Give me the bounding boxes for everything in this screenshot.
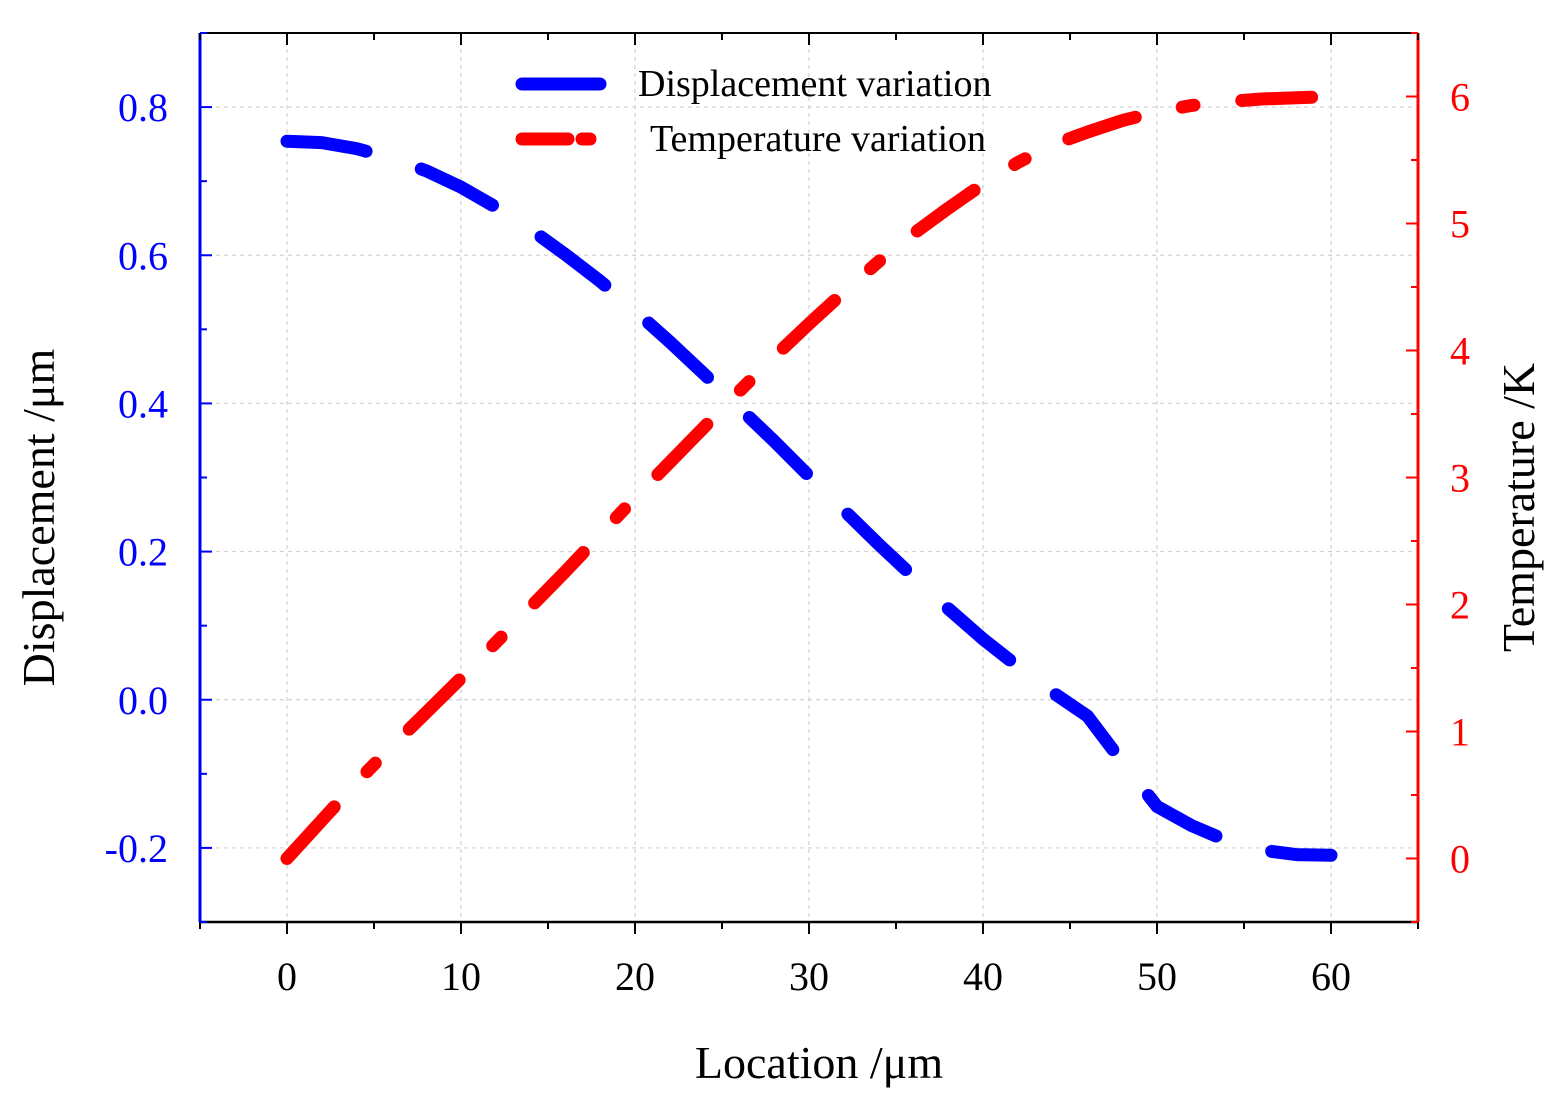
- y-left-tick-label: 0.6: [118, 233, 168, 278]
- y-left-tick-label: 0.0: [118, 678, 168, 723]
- axes: 0 10 20 30 40 50 60 -0.2 0.0 0.2 0.4 0.6 0.8 0 1 2 3 4 5 6: [105, 32, 1470, 999]
- x-tick-label: 10: [441, 954, 481, 999]
- x-tick-label: 20: [615, 954, 655, 999]
- y-right-tick-label: 5: [1450, 202, 1470, 247]
- legend-label-displacement: Displacement variation: [638, 63, 992, 105]
- y-right-tick-label: 2: [1450, 583, 1470, 628]
- y-left-tick-label: 0.4: [118, 381, 168, 426]
- y-right-tick-label: 1: [1450, 710, 1470, 755]
- y-left-tick-label: -0.2: [105, 826, 168, 871]
- y-right-tick-label: 4: [1450, 329, 1470, 374]
- grid: [200, 33, 1418, 922]
- y-right-axis-title: Temperature /K: [1493, 363, 1544, 652]
- y-left-tick-label: 0.2: [118, 530, 168, 575]
- y-left-axis-title: Displacement /μm: [13, 348, 64, 686]
- x-tick-label: 0: [277, 954, 297, 999]
- legend: Displacement variation Temperature varia…: [515, 63, 992, 160]
- series: [280, 90, 1338, 865]
- y-right-tick-label: 3: [1450, 456, 1470, 501]
- series-line-temperature: [280, 90, 1338, 865]
- x-tick-label: 50: [1137, 954, 1177, 999]
- x-axis-title: Location /μm: [695, 1037, 943, 1088]
- y-left-tick-label: 0.8: [118, 85, 168, 130]
- x-tick-label: 60: [1311, 954, 1351, 999]
- x-tick-label: 40: [963, 954, 1003, 999]
- y-right-tick-label: 0: [1450, 837, 1470, 882]
- y-right-tick-label: 6: [1450, 75, 1470, 120]
- legend-label-temperature: Temperature variation: [650, 118, 986, 160]
- x-tick-label: 30: [789, 954, 829, 999]
